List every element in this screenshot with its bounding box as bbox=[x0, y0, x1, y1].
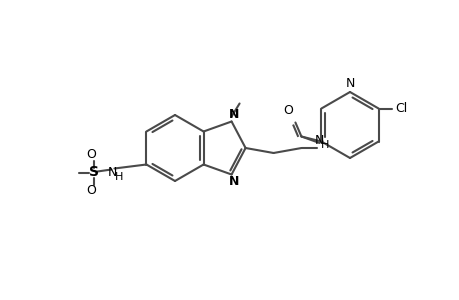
Text: O: O bbox=[86, 148, 96, 161]
Text: O: O bbox=[86, 184, 96, 197]
Text: O: O bbox=[283, 104, 293, 117]
Text: N: N bbox=[107, 166, 117, 179]
Text: H: H bbox=[320, 140, 328, 150]
Text: H: H bbox=[115, 172, 123, 182]
Text: S: S bbox=[89, 166, 99, 179]
Text: N: N bbox=[228, 108, 238, 121]
Text: N: N bbox=[345, 76, 354, 89]
Text: N: N bbox=[314, 134, 324, 146]
Text: N: N bbox=[228, 175, 238, 188]
Text: Cl: Cl bbox=[395, 102, 407, 115]
